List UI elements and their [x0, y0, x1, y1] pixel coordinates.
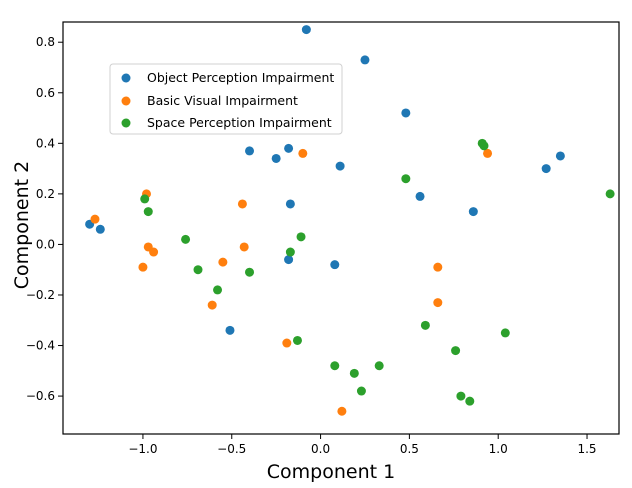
legend-label-space-perception: Space Perception Impairment	[147, 115, 332, 130]
legend-marker-object-perception	[121, 73, 131, 83]
point-object-perception-impairment	[284, 143, 294, 153]
point-basic-visual-impairment	[298, 148, 308, 158]
point-object-perception-impairment	[225, 325, 235, 335]
point-space-perception-impairment	[296, 232, 306, 242]
point-basic-visual-impairment	[433, 298, 443, 308]
x-axis-ticks: −1.0 −0.5 0.0 0.5 1.0 1.5	[128, 434, 597, 456]
point-space-perception-impairment	[285, 247, 295, 257]
point-object-perception-impairment	[245, 146, 255, 156]
point-object-perception-impairment	[541, 164, 551, 174]
y-tick-label: 0.4	[36, 136, 55, 150]
point-space-perception-impairment	[500, 328, 510, 338]
point-object-perception-impairment	[360, 55, 370, 65]
point-object-perception-impairment	[95, 224, 105, 234]
y-tick-label: 0.6	[36, 86, 55, 100]
legend-label-object-perception: Object Perception Impairment	[147, 70, 334, 85]
point-basic-visual-impairment	[337, 406, 347, 416]
point-space-perception-impairment	[465, 396, 475, 406]
point-space-perception-impairment	[193, 265, 203, 275]
point-basic-visual-impairment	[483, 148, 493, 158]
y-tick-label: 0.2	[36, 187, 55, 201]
x-axis-title: Component 1	[267, 461, 395, 483]
point-space-perception-impairment	[330, 361, 340, 371]
point-basic-visual-impairment	[207, 300, 217, 310]
point-basic-visual-impairment	[218, 257, 228, 267]
point-space-perception-impairment	[451, 346, 461, 356]
point-space-perception-impairment	[356, 386, 366, 396]
y-tick-label: −0.6	[26, 389, 55, 403]
x-tick-label: 1.0	[489, 442, 508, 456]
y-tick-label: 0.0	[36, 237, 55, 251]
y-axis-title: Component 2	[11, 161, 33, 289]
legend-box	[109, 63, 343, 135]
x-tick-label: −0.5	[217, 442, 246, 456]
point-space-perception-impairment	[140, 194, 150, 204]
legend-label-basic-visual: Basic Visual Impairment	[147, 93, 298, 108]
point-basic-visual-impairment	[282, 338, 292, 348]
point-object-perception-impairment	[271, 153, 281, 163]
point-object-perception-impairment	[285, 199, 295, 209]
point-space-perception-impairment	[213, 285, 223, 295]
point-object-perception-impairment	[468, 207, 478, 217]
point-object-perception-impairment	[335, 161, 345, 171]
point-basic-visual-impairment	[149, 247, 159, 257]
x-tick-label: −1.0	[128, 442, 157, 456]
point-object-perception-impairment	[401, 108, 411, 118]
y-tick-label: −0.2	[26, 288, 55, 302]
legend-marker-basic-visual	[121, 96, 131, 106]
data-points	[85, 25, 615, 416]
point-object-perception-impairment	[330, 260, 340, 270]
x-tick-label: 0.5	[400, 442, 419, 456]
point-space-perception-impairment	[292, 335, 302, 345]
point-space-perception-impairment	[420, 320, 430, 330]
y-tick-label: −0.4	[26, 339, 55, 353]
point-space-perception-impairment	[479, 141, 489, 151]
point-space-perception-impairment	[605, 189, 615, 199]
point-space-perception-impairment	[374, 361, 384, 371]
point-space-perception-impairment	[143, 207, 153, 217]
point-object-perception-impairment	[301, 25, 311, 35]
legend-marker-space-perception	[121, 118, 131, 128]
point-space-perception-impairment	[245, 267, 255, 277]
point-object-perception-impairment	[415, 191, 425, 201]
point-object-perception-impairment	[555, 151, 565, 161]
point-space-perception-impairment	[181, 234, 191, 244]
x-tick-label: 0.0	[311, 442, 330, 456]
point-basic-visual-impairment	[433, 262, 443, 272]
point-basic-visual-impairment	[237, 199, 247, 209]
point-basic-visual-impairment	[239, 242, 249, 252]
point-space-perception-impairment	[349, 368, 359, 378]
point-space-perception-impairment	[401, 174, 411, 184]
y-axis-ticks: −0.6 −0.4 −0.2 0.0 0.2 0.4 0.6 0.8	[26, 35, 63, 403]
legend: Object Perception Impairment Basic Visua…	[109, 63, 343, 135]
point-basic-visual-impairment	[138, 262, 148, 272]
x-tick-label: 1.5	[577, 442, 596, 456]
y-tick-label: 0.8	[36, 35, 55, 49]
point-basic-visual-impairment	[90, 214, 100, 224]
point-space-perception-impairment	[456, 391, 466, 401]
point-object-perception-impairment	[284, 255, 294, 265]
